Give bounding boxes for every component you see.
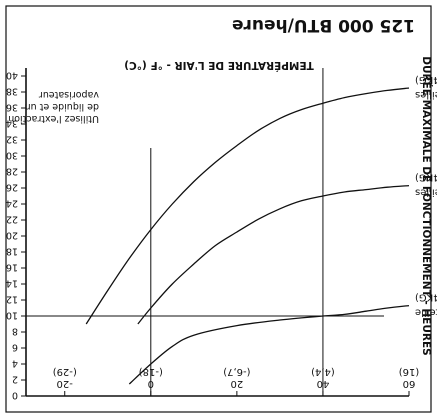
chart-title: 125 000 BTU/heure [232,15,415,35]
y-tick-label: 6 [12,342,18,353]
x-tick-label: 20 [230,378,243,389]
series-weight-label: 100# (45,4KG) [415,172,437,183]
y-tick-label: 40 [6,70,18,81]
chart-border [5,5,432,413]
x-tick-label: -20 [57,378,73,389]
series-label: 1 bouteille [415,307,437,318]
x-axis-title: TEMPÉRATURE DE L'AIR - °F (°C) [124,59,314,72]
x-tick-sublabel: (-29) [53,366,77,377]
y-axis-title: DURÉE MAXIMALE DE FONCTIONNEMENT - HEURE… [420,56,433,355]
y-tick-label: 28 [6,166,18,177]
y-tick-label: 32 [6,134,18,145]
series-line-2 [137,184,410,325]
y-tick-label: 26 [6,182,18,193]
series-line-1 [128,304,410,385]
y-tick-label: 14 [6,278,18,289]
y-tick-label: 22 [6,214,18,225]
series-label: 2 bouteilles [415,187,437,198]
y-tick-label: 10 [6,310,18,321]
series-weight-label: 100# (45,4KG) [415,292,437,303]
x-tick-sublabel: (-18) [139,366,163,377]
y-tick-label: 0 [12,390,18,401]
y-tick-label: 16 [6,262,18,273]
y-tick-label: 20 [6,230,18,241]
y-tick-label: 8 [12,326,18,337]
y-tick-label: 4 [12,358,18,369]
y-tick-label: 38 [6,86,18,97]
x-tick-label: 0 [148,378,154,389]
series-weight-label: 100# (45,4KG) [415,74,437,85]
series-line-3 [85,87,410,325]
annotation-line: Utilisez l'extraction [8,113,99,124]
y-tick-label: 36 [6,102,18,113]
x-tick-sublabel: (16) [399,366,420,377]
x-tick-sublabel: (-6,7) [223,366,250,377]
y-tick-label: 30 [6,150,18,161]
y-tick-label: 18 [6,246,18,257]
annotation-line: vaporisateur [39,89,99,100]
x-tick-sublabel: (4,4) [311,366,335,377]
annotation-line: de liquide et un [25,101,99,112]
y-tick-label: 12 [6,294,18,305]
y-tick-label: 2 [12,374,18,385]
y-tick-label: 34 [6,118,18,129]
x-tick-label: 40 [317,378,330,389]
series-layer: 1 bouteille 100# (45,4KG) 2 bouteilles 100#… [85,74,437,385]
annotation-liquid-extraction: Utilisez l'extractionde liquide et unvap… [8,89,99,124]
x-axis: 60(16) 40(4,4) 20(-6,7) 0(-18) -20(-29) [26,366,420,397]
y-tick-label: 24 [6,198,18,209]
x-tick-label: 60 [403,378,416,389]
series-label: 3 bouteilles [415,89,437,100]
